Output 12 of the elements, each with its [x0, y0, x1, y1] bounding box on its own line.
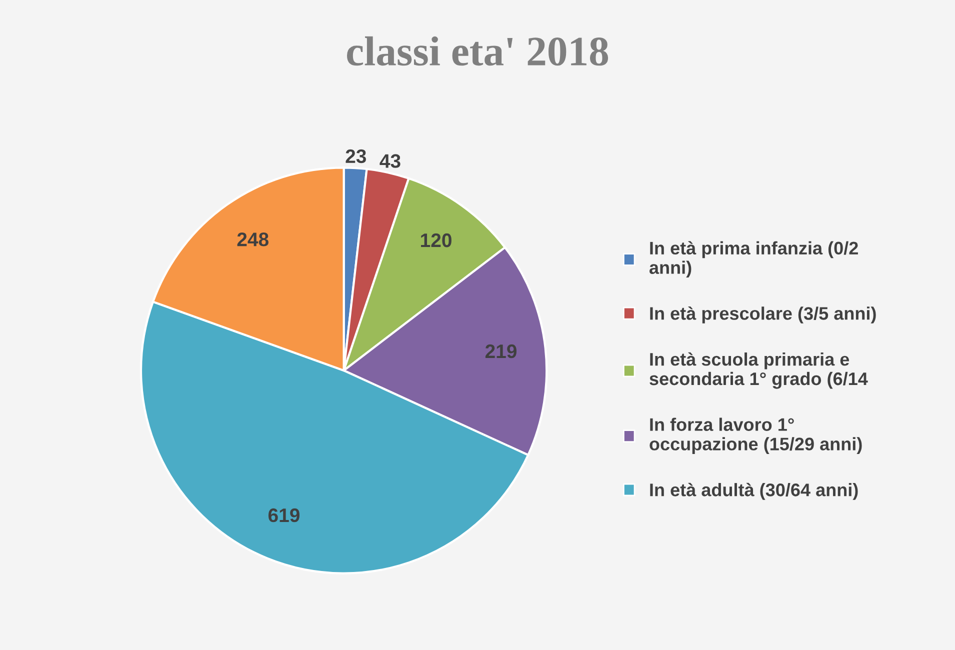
legend-label: In età prescolare (3/5 anni): [650, 306, 876, 324]
legend-label: In età adultà (30/64 anni): [650, 482, 858, 500]
legend-label: In forza lavoro 1° occupazione (15/29 anni): [650, 418, 862, 454]
legend-label: In età prima infanzia (0/2 anni): [650, 241, 858, 278]
data-label: 43: [380, 154, 400, 168]
data-label: 23: [346, 149, 366, 164]
data-label: 219: [485, 344, 517, 358]
data-label: 619: [268, 508, 300, 522]
data-label: 120: [421, 233, 452, 248]
chart-title: classi eta' 2018: [346, 36, 608, 66]
legend-label: In età scuola primaria e secondaria 1° grado (6/14: [650, 352, 868, 389]
data-label: 248: [237, 232, 268, 246]
